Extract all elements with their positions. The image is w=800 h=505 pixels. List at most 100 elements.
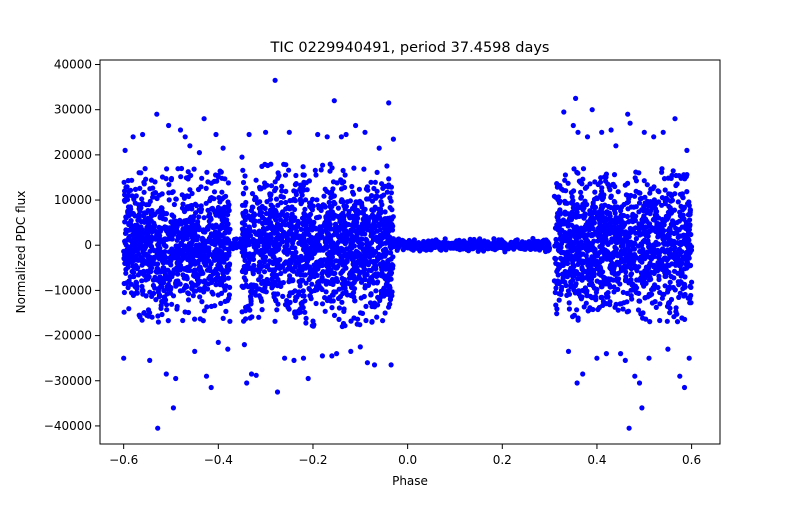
data-point: [285, 237, 291, 243]
data-point: [285, 304, 291, 310]
data-point: [636, 200, 643, 206]
data-point: [191, 237, 197, 243]
data-point: [181, 219, 188, 225]
data-point: [121, 255, 127, 261]
data-point: [144, 217, 150, 223]
data-point: [386, 276, 392, 283]
data-point: [649, 205, 655, 211]
data-point: [371, 250, 377, 256]
data-point: [625, 245, 631, 251]
data-point: [147, 357, 153, 363]
data-point: [369, 303, 375, 310]
data-point: [279, 188, 285, 194]
data-point: [662, 234, 668, 240]
data-point: [684, 172, 690, 178]
data-point: [197, 256, 203, 262]
data-point: [246, 225, 252, 231]
data-point: [251, 262, 257, 269]
data-point: [363, 317, 369, 324]
data-point: [681, 293, 687, 299]
data-point: [360, 226, 366, 233]
data-point: [311, 273, 318, 280]
x-axis-label: Phase: [392, 474, 428, 488]
data-point: [242, 269, 249, 275]
data-point: [686, 248, 692, 255]
data-point: [375, 279, 381, 285]
data-point: [662, 283, 668, 289]
data-point: [168, 262, 174, 268]
data-point: [619, 228, 625, 235]
data-point: [685, 212, 692, 218]
data-point: [384, 163, 390, 169]
data-point: [356, 243, 363, 249]
data-point: [309, 281, 315, 287]
data-point: [371, 230, 377, 236]
data-point: [251, 229, 257, 235]
data-point: [323, 245, 330, 251]
data-point: [684, 265, 690, 271]
data-point: [218, 266, 225, 272]
data-point: [319, 301, 326, 307]
data-point: [277, 222, 284, 228]
data-point: [637, 298, 643, 304]
data-point: [300, 222, 306, 228]
data-point: [678, 262, 684, 268]
data-point: [612, 210, 618, 216]
data-point: [559, 271, 566, 277]
data-point: [147, 289, 153, 295]
data-point: [338, 134, 344, 140]
data-point: [468, 245, 474, 251]
data-point: [500, 239, 506, 245]
data-point: [652, 299, 658, 305]
data-point: [380, 318, 386, 324]
data-point: [599, 205, 606, 211]
data-point: [201, 308, 207, 314]
data-point: [248, 298, 254, 304]
data-point: [667, 279, 673, 285]
data-point: [602, 229, 608, 235]
data-point: [321, 193, 327, 199]
data-point: [179, 242, 185, 248]
data-point: [651, 197, 658, 203]
data-point: [573, 95, 579, 101]
data-point: [233, 245, 239, 251]
data-point: [174, 306, 180, 312]
data-point: [256, 293, 262, 299]
data-point: [330, 262, 336, 268]
data-point: [363, 303, 369, 309]
data-point: [319, 353, 325, 359]
y-axis-label: Normalized PDC flux: [14, 191, 28, 314]
data-point: [367, 250, 373, 256]
data-point: [278, 270, 284, 277]
data-point: [675, 240, 681, 246]
data-point: [362, 129, 368, 135]
data-point: [361, 166, 367, 172]
data-point: [156, 224, 162, 230]
data-point: [563, 233, 569, 239]
data-point: [587, 208, 593, 215]
data-point: [647, 190, 653, 196]
data-point: [218, 290, 225, 296]
data-point: [154, 111, 160, 117]
data-point: [314, 197, 320, 203]
data-point: [553, 285, 559, 291]
data-point: [155, 313, 161, 319]
data-point: [207, 267, 213, 274]
data-point: [337, 219, 343, 225]
data-point: [303, 315, 309, 321]
data-point: [153, 195, 160, 201]
data-point: [613, 246, 620, 252]
data-point: [572, 211, 578, 217]
data-point: [599, 129, 605, 135]
data-point: [686, 199, 692, 205]
data-point: [366, 196, 372, 202]
data-point: [640, 215, 646, 221]
data-point: [384, 189, 390, 195]
data-point: [302, 309, 308, 315]
data-point: [129, 177, 135, 183]
data-point: [241, 342, 247, 348]
data-point: [356, 186, 362, 192]
data-point: [226, 207, 232, 214]
data-point: [280, 293, 286, 299]
